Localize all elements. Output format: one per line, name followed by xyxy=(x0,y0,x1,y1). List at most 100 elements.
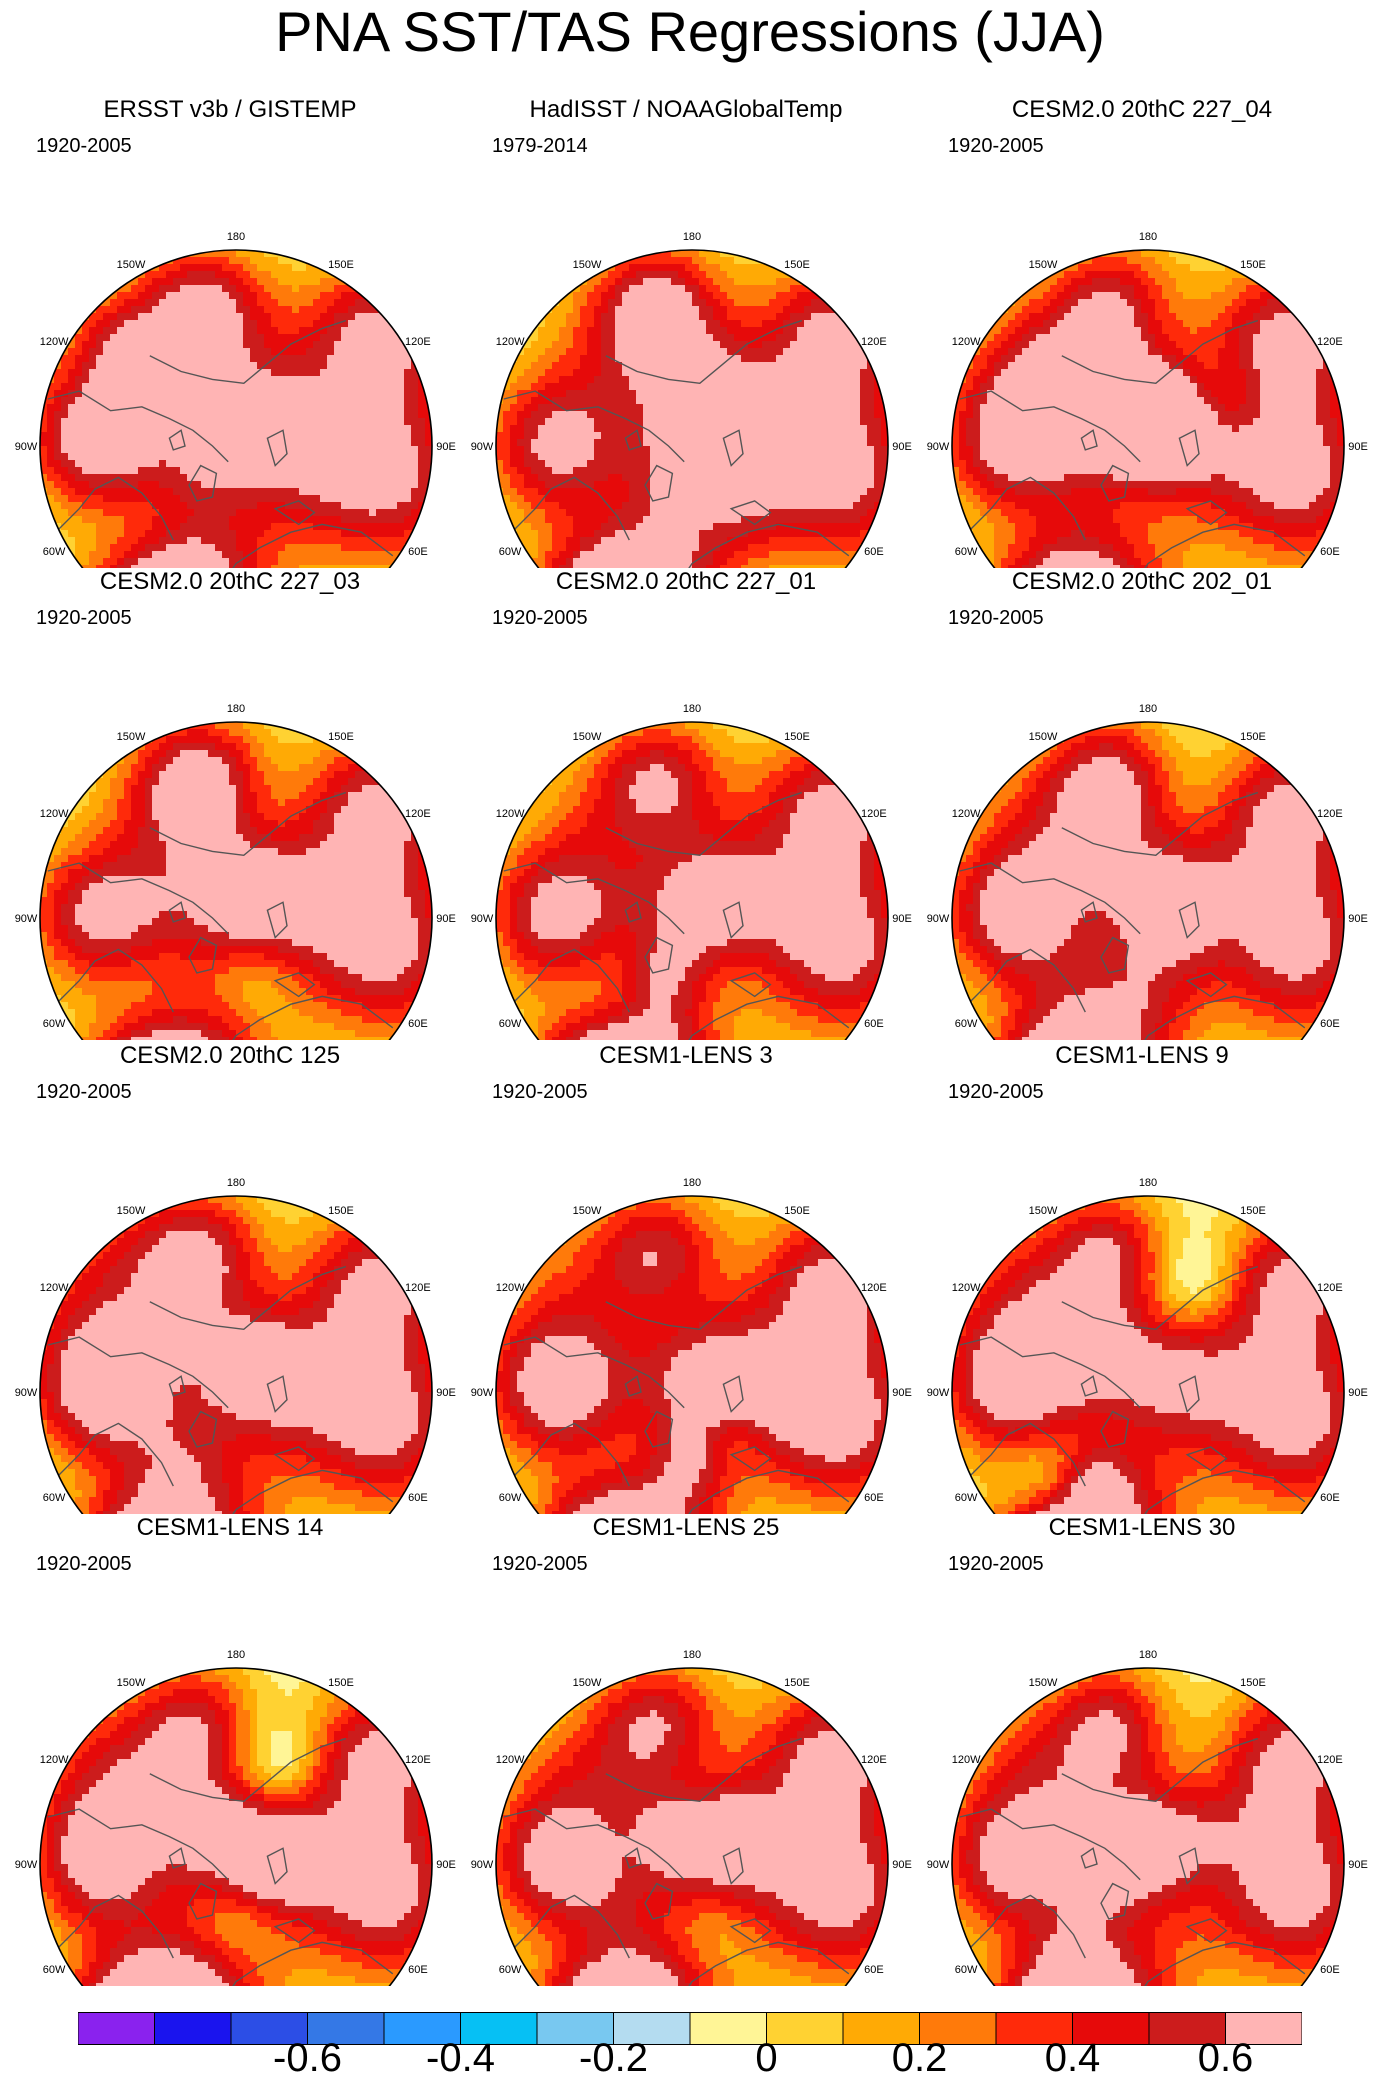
longitude-label: 150E xyxy=(328,731,354,743)
coastlines xyxy=(503,1265,850,1514)
longitude-label: 150W xyxy=(1029,1677,1058,1689)
regression-field xyxy=(40,1668,432,1986)
longitude-label: 60W xyxy=(499,1018,522,1030)
longitude-label: 90W xyxy=(927,441,950,453)
longitude-label: 150W xyxy=(573,731,602,743)
longitude-label: 150W xyxy=(117,1205,146,1217)
panel-title: CESM1-LENS 14 xyxy=(0,1514,460,1542)
longitude-label: 120W xyxy=(40,1754,69,1766)
colorbar-swatch xyxy=(613,2012,691,2045)
longitude-label: 60W xyxy=(43,1964,66,1976)
longitude-label: 180 xyxy=(1139,1649,1157,1661)
longitude-label: 60E xyxy=(408,546,428,558)
map-panel: 180150E120E90E60E30E030W60W90W120W150WHa… xyxy=(456,96,916,568)
map-boundary xyxy=(951,1667,1345,1986)
longitude-label: 90W xyxy=(471,441,494,453)
longitude-label: 60E xyxy=(408,1492,428,1504)
colorbar-tick-label: 0.2 xyxy=(892,2030,948,2086)
panel-title: CESM2.0 20thC 125 xyxy=(0,1042,460,1070)
panel-period: 1920-2005 xyxy=(948,606,1044,630)
map-boundary xyxy=(951,1195,1345,1514)
coastlines xyxy=(503,319,850,568)
longitude-label: 150E xyxy=(328,1677,354,1689)
panel-period: 1920-2005 xyxy=(36,1552,132,1576)
longitude-label: 150E xyxy=(1240,259,1266,271)
map-boundary xyxy=(495,1667,889,1986)
map-panel: 180150E120E90E60E30E030W60W90W120W150W CE… xyxy=(912,96,1372,568)
longitude-label: 150W xyxy=(117,731,146,743)
panel-period: 1979-2014 xyxy=(492,134,588,158)
longitude-label: 150E xyxy=(1240,1677,1266,1689)
longitude-label: 60E xyxy=(864,1018,884,1030)
longitude-label: 90E xyxy=(892,441,912,453)
longitude-label: 60W xyxy=(499,1964,522,1976)
longitude-label: 60W xyxy=(43,546,66,558)
colorbar-swatch xyxy=(307,2012,385,2045)
longitude-label: 60E xyxy=(864,546,884,558)
longitude-label: 60E xyxy=(1320,1964,1340,1976)
longitude-label: 120E xyxy=(405,1282,431,1294)
longitude-label: 90W xyxy=(15,1387,38,1399)
panel-title: CESM2.0 20thC 227_04 xyxy=(912,96,1372,124)
coastlines xyxy=(959,1737,1306,1986)
map-panel: 180150E120E90E60E30E030W60W90W120W150WCE… xyxy=(0,568,460,1040)
longitude-label: 60E xyxy=(1320,546,1340,558)
panel-period: 1920-2005 xyxy=(36,1080,132,1104)
map-panel: 180150E120E90E60E30E030W60W90W120W150WCE… xyxy=(912,568,1372,1040)
longitude-label: 120W xyxy=(496,808,525,820)
longitude-label: 120E xyxy=(861,1282,887,1294)
colorbar-swatch xyxy=(919,2012,997,2045)
panel-grid: 180150E120E90E60E30E030W60W90W120W150WER… xyxy=(0,96,1372,1986)
longitude-label: 150E xyxy=(1240,1205,1266,1217)
longitude-label: 180 xyxy=(227,1177,245,1189)
map-boundary xyxy=(495,249,889,568)
longitude-label: 60W xyxy=(499,1492,522,1504)
panel-period: 1920-2005 xyxy=(492,1080,588,1104)
panel-title: CESM2.0 20thC 227_03 xyxy=(0,568,460,596)
longitude-label: 60E xyxy=(864,1492,884,1504)
longitude-label: 150E xyxy=(1240,731,1266,743)
colorbar-swatch xyxy=(536,2012,614,2045)
map-boundary xyxy=(951,721,1345,1040)
regression-field xyxy=(496,722,888,1040)
colorbar-swatch xyxy=(230,2012,308,2045)
longitude-label: 120E xyxy=(405,808,431,820)
longitude-label: 150W xyxy=(1029,259,1058,271)
longitude-label: 180 xyxy=(683,703,701,715)
map-panel: 180150E120E90E60E30E030W60W90W120W150WCE… xyxy=(456,568,916,1040)
longitude-label: 120W xyxy=(40,1282,69,1294)
regression-field xyxy=(952,1196,1344,1514)
colorbar-tick-label: 0.4 xyxy=(1045,2030,1101,2086)
longitude-label: 60W xyxy=(43,1018,66,1030)
polar-map: 180150E120E90E60E30E030W60W90W120W150W xyxy=(927,231,1368,568)
coastlines xyxy=(959,1265,1306,1514)
longitude-label: 60W xyxy=(955,1492,978,1504)
longitude-label: 150E xyxy=(328,259,354,271)
longitude-label: 150W xyxy=(573,259,602,271)
panel-title: CESM1-LENS 25 xyxy=(456,1514,916,1542)
longitude-label: 60E xyxy=(408,1018,428,1030)
longitude-label: 180 xyxy=(683,1177,701,1189)
coastlines xyxy=(503,1737,850,1986)
colorbar-tick-label: 0.6 xyxy=(1198,2030,1254,2086)
longitude-label: 60E xyxy=(1320,1018,1340,1030)
longitude-label: 90E xyxy=(892,1859,912,1871)
regression-field xyxy=(496,250,888,568)
longitude-label: 120E xyxy=(861,1754,887,1766)
polar-map: 180150E120E90E60E30E030W60W90W120W150W xyxy=(15,703,456,1040)
coastlines xyxy=(47,1265,394,1514)
coastlines xyxy=(959,319,1306,568)
longitude-label: 90E xyxy=(1348,1859,1368,1871)
panel-period: 1920-2005 xyxy=(948,1080,1044,1104)
polar-map: 180150E120E90E60E30E030W60W90W120W150W xyxy=(15,1649,456,1986)
longitude-label: 60E xyxy=(1320,1492,1340,1504)
map-panel: 180150E120E90E60E30E030W60W90W120W150WER… xyxy=(0,96,460,568)
panel-period: 1920-2005 xyxy=(36,606,132,630)
longitude-label: 120E xyxy=(1317,1282,1343,1294)
longitude-label: 120W xyxy=(496,1282,525,1294)
longitude-label: 120W xyxy=(496,1754,525,1766)
polar-map: 180150E120E90E60E30E030W60W90W120W150W xyxy=(927,703,1368,1040)
map-boundary xyxy=(495,1195,889,1514)
longitude-label: 150E xyxy=(784,259,810,271)
longitude-label: 60E xyxy=(408,1964,428,1976)
